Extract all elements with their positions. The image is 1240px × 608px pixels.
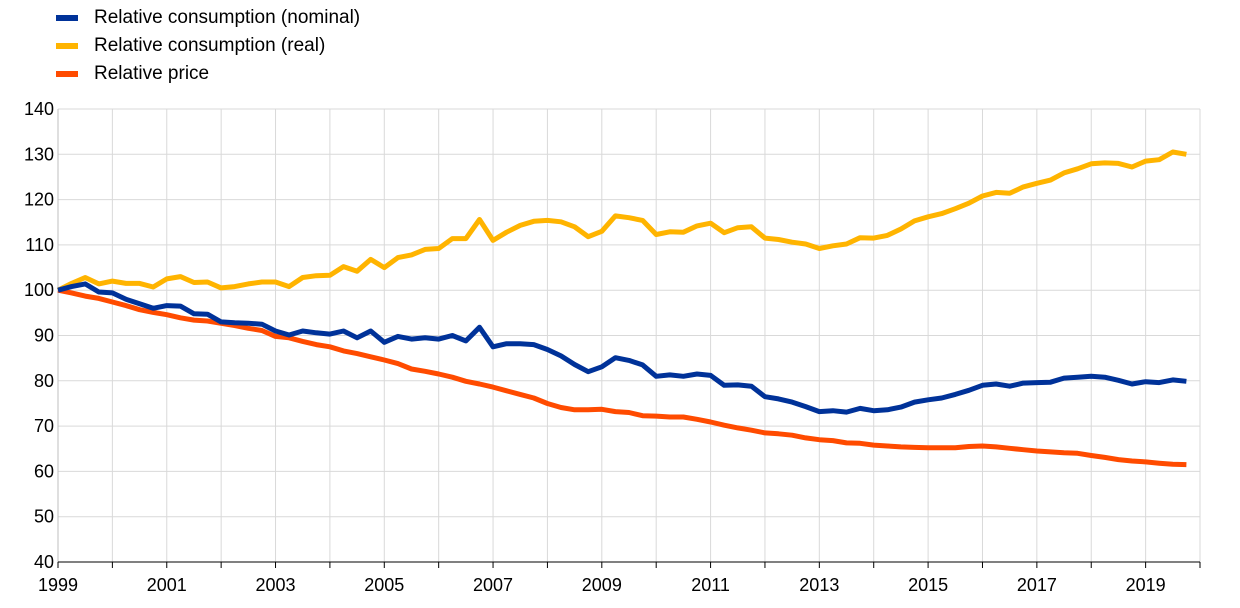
legend-item-price: Relative price bbox=[56, 60, 360, 88]
legend-label-real: Relative consumption (real) bbox=[94, 35, 326, 56]
x-tick-label: 2007 bbox=[473, 575, 513, 595]
y-tick-label: 120 bbox=[24, 190, 54, 210]
series-line-price bbox=[57, 287, 1187, 468]
legend-label-price: Relative price bbox=[94, 63, 210, 84]
series-line-nominal bbox=[57, 281, 1187, 415]
y-tick-label: 60 bbox=[34, 461, 54, 481]
series-line-real bbox=[56, 149, 1187, 293]
x-tick-label: 2009 bbox=[582, 575, 622, 595]
chart-axes bbox=[57, 109, 1201, 568]
x-tick-label: 2017 bbox=[1017, 575, 1057, 595]
x-tick-label: 2013 bbox=[799, 575, 839, 595]
x-tick-label: 2011 bbox=[691, 575, 730, 595]
y-tick-label: 90 bbox=[34, 326, 54, 346]
y-tick-label: 110 bbox=[25, 235, 54, 255]
x-tick-label: 2019 bbox=[1126, 575, 1166, 595]
y-tick-label: 130 bbox=[24, 144, 54, 164]
y-tick-label: 40 bbox=[34, 552, 54, 572]
x-tick-label: 2015 bbox=[908, 575, 948, 595]
legend-swatch-nominal bbox=[56, 15, 78, 21]
x-tick-label: 1999 bbox=[38, 575, 78, 595]
y-tick-label: 140 bbox=[24, 99, 54, 119]
x-tick-label: 2003 bbox=[256, 575, 296, 595]
y-tick-label: 70 bbox=[34, 416, 54, 436]
chart-grid bbox=[58, 108, 1201, 562]
y-tick-label: 100 bbox=[24, 280, 54, 300]
x-axis-tick-labels: 1999 2001 2003 2005 2007 2009 2011 2013 2015 2017… bbox=[38, 575, 1166, 595]
x-tick-label: 2005 bbox=[364, 575, 404, 595]
legend-item-nominal: Relative consumption (nominal) bbox=[56, 4, 360, 32]
y-axis-tick-labels: 140 130 120 110 100 90 80 70 60 50 40 bbox=[24, 99, 54, 572]
x-tick-label: 2001 bbox=[147, 575, 187, 595]
chart-legend: Relative consumption (nominal) Relative … bbox=[56, 4, 360, 88]
legend-swatch-price bbox=[56, 71, 78, 77]
legend-label-nominal: Relative consumption (nominal) bbox=[94, 7, 361, 28]
y-tick-label: 80 bbox=[34, 371, 54, 391]
y-tick-label: 50 bbox=[34, 507, 54, 527]
legend-swatch-real bbox=[56, 43, 78, 49]
legend-item-real: Relative consumption (real) bbox=[56, 32, 360, 60]
chart-series bbox=[56, 149, 1187, 468]
